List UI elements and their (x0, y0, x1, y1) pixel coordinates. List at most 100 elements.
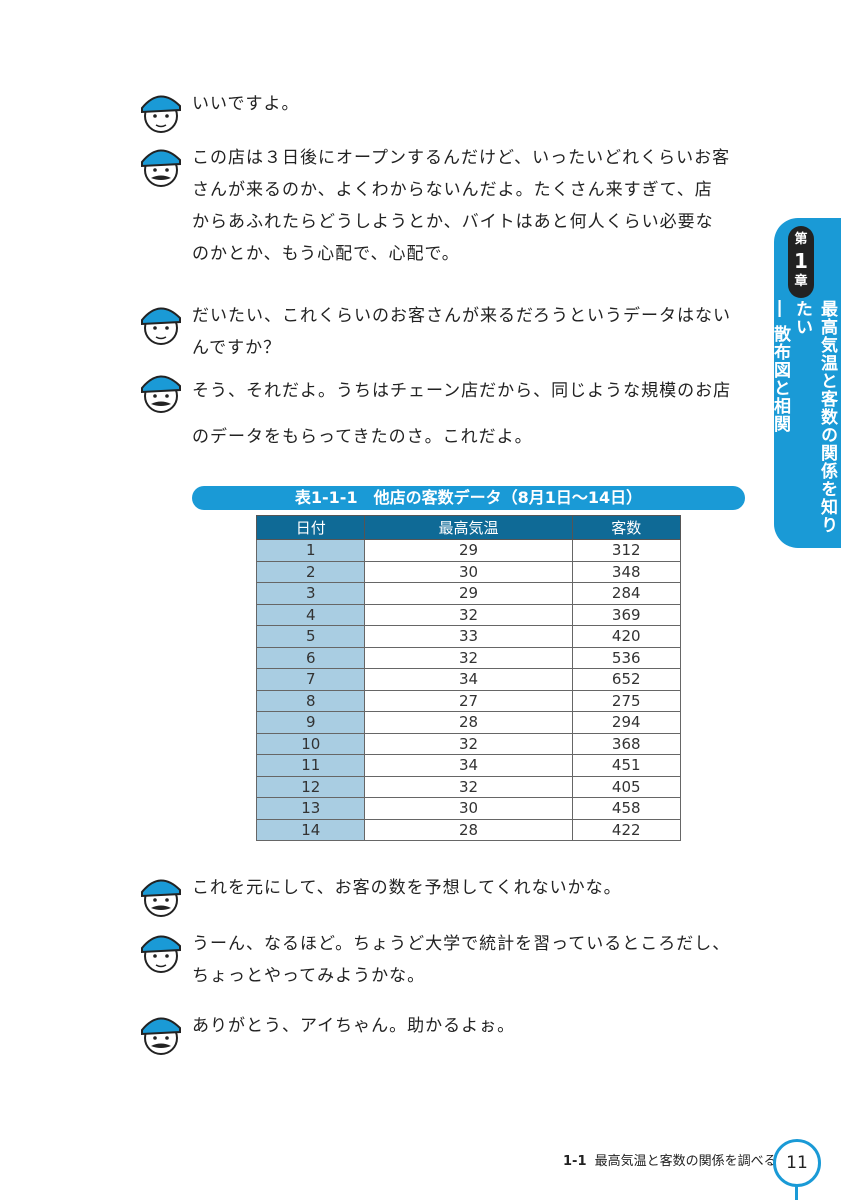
visitors-cell: 294 (571, 711, 681, 734)
date-cell: 5 (255, 625, 366, 648)
header-visitors: 客数 (571, 515, 681, 540)
page-number: 11 (773, 1139, 821, 1187)
ai-chan-avatar-icon (141, 95, 181, 133)
date-cell: 9 (255, 711, 366, 734)
dialogue-text: ありがとう、アイちゃん。助かるよぉ。 (192, 1010, 752, 1042)
date-cell: 13 (255, 797, 366, 820)
table-caption: 表1-1-1 他店の客数データ（8月1日～14日） (192, 486, 745, 510)
max-temp-cell: 28 (364, 818, 573, 841)
table-row: 7 34 652 (255, 668, 681, 691)
max-temp-cell: 27 (364, 689, 573, 712)
max-temp-cell: 30 (364, 797, 573, 820)
dialogue-line: さんが来るのか、よくわからないんだよ。たくさん来すぎて、店 (192, 180, 713, 200)
table-row: 10 32 368 (255, 732, 681, 755)
ai-chan-avatar-icon (141, 307, 181, 345)
visitors-cell: 652 (571, 668, 681, 691)
dialogue-line: んですか？ (192, 338, 282, 358)
table-row: 3 29 284 (255, 582, 681, 605)
dialogue-text: いいですよ。 (192, 88, 752, 120)
visitors-cell: 422 (571, 818, 681, 841)
chapter-tab: 第 1 章 最高気温と客数の関係を知りたい ― 散布図と相関 (770, 218, 841, 548)
max-temp-cell: 34 (364, 668, 573, 691)
visitors-cell: 369 (571, 603, 681, 626)
dialogue-line: ちょっとやってみようかな。 (192, 966, 426, 986)
date-cell: 1 (255, 539, 366, 562)
running-footer: 1-1 最高気温と客数の関係を調べる (563, 1150, 777, 1169)
dialogue-text: うーん、なるほど。ちょうど大学で統計を習っているところだし、 ちょっとやってみよう… (192, 928, 752, 992)
table-row: 2 30 348 (255, 560, 681, 583)
section-title: 最高気温と客数の関係を調べる (594, 1154, 777, 1169)
dialogue-line: いいですよ。 (192, 94, 300, 114)
visitors-cell: 458 (571, 797, 681, 820)
dialogue-line: そう、それだよ。うちはチェーン店だから、同じような規模のお店 (192, 381, 732, 401)
manager-avatar-icon (141, 879, 181, 917)
visitors-cell: 405 (571, 775, 681, 798)
ai-chan-avatar-icon (141, 935, 181, 973)
header-date: 日付 (255, 515, 366, 540)
max-temp-cell: 30 (364, 560, 573, 583)
max-temp-cell: 29 (364, 582, 573, 605)
max-temp-cell: 32 (364, 732, 573, 755)
dialogue-text: そう、それだよ。うちはチェーン店だから、同じような規模のお店 のデータをもらってき… (192, 368, 752, 460)
max-temp-cell: 32 (364, 646, 573, 669)
date-cell: 8 (255, 689, 366, 712)
table-row: 4 32 369 (255, 603, 681, 626)
max-temp-cell: 33 (364, 625, 573, 648)
visitors-cell: 536 (571, 646, 681, 669)
date-cell: 7 (255, 668, 366, 691)
table-row: 14 28 422 (255, 818, 681, 841)
dialogue-line: だいたい、これくらいのお客さんが来るだろうというデータはない (192, 306, 731, 326)
visitor-data-table: 日付 最高気温 客数 1 29 312 2 30 348 3 29 284 4 32 369 5 33 42… (255, 515, 681, 841)
max-temp-cell: 28 (364, 711, 573, 734)
dialogue-line: これを元にして、お客の数を予想してくれないかな。 (192, 878, 622, 898)
manager-avatar-icon (141, 149, 181, 187)
date-cell: 4 (255, 603, 366, 626)
dialogue-line: うーん、なるほど。ちょうど大学で統計を習っているところだし、 (192, 934, 731, 954)
visitors-cell: 284 (571, 582, 681, 605)
table-row: 13 30 458 (255, 797, 681, 820)
page-number-line (795, 1186, 798, 1200)
max-temp-cell: 32 (364, 603, 573, 626)
dialogue-line: からあふれたらどうしようとか、バイトはあと何人くらい必要な (192, 212, 714, 232)
chapter-number: 1 (794, 249, 808, 273)
table-row: 12 32 405 (255, 775, 681, 798)
chapter-dai: 第 (794, 232, 808, 247)
table-row: 6 32 536 (255, 646, 681, 669)
manager-avatar-icon (141, 375, 181, 413)
date-cell: 2 (255, 560, 366, 583)
table-row: 1 29 312 (255, 539, 681, 562)
chapter-sho: 章 (794, 274, 808, 289)
visitors-cell: 420 (571, 625, 681, 648)
section-number: 1-1 (563, 1154, 587, 1169)
visitors-cell: 348 (571, 560, 681, 583)
date-cell: 12 (255, 775, 366, 798)
table-row: 5 33 420 (255, 625, 681, 648)
visitors-cell: 368 (571, 732, 681, 755)
table-row: 11 34 451 (255, 754, 681, 777)
date-cell: 11 (255, 754, 366, 777)
date-cell: 14 (255, 818, 366, 841)
max-temp-cell: 34 (364, 754, 573, 777)
table-row: 9 28 294 (255, 711, 681, 734)
dialogue-line: この店は３日後にオープンするんだけど、いったいどれくらいお客 (192, 148, 731, 168)
chapter-title: 最高気温と客数の関係を知りたい (792, 300, 837, 534)
date-cell: 3 (255, 582, 366, 605)
visitors-cell: 312 (571, 539, 681, 562)
max-temp-cell: 32 (364, 775, 573, 798)
dialogue-text: だいたい、これくらいのお客さんが来るだろうというデータはない んですか？ (192, 300, 752, 364)
table-row: 8 27 275 (255, 689, 681, 712)
visitors-cell: 275 (571, 689, 681, 712)
chapter-badge: 第 1 章 (788, 226, 814, 298)
dialogue-text: これを元にして、お客の数を予想してくれないかな。 (192, 872, 752, 904)
manager-avatar-icon (141, 1017, 181, 1055)
dialogue-line: のかとか、もう心配で、心配で。 (192, 244, 460, 264)
header-max-temp: 最高気温 (364, 515, 573, 540)
dialogue-line: ありがとう、アイちゃん。助かるよぉ。 (192, 1016, 516, 1036)
date-cell: 10 (255, 732, 366, 755)
dialogue-text: この店は３日後にオープンするんだけど、いったいどれくらいお客 さんが来るのか、よく… (192, 142, 752, 270)
date-cell: 6 (255, 646, 366, 669)
dialogue-line: のデータをもらってきたのさ。これだよ。 (192, 427, 533, 447)
chapter-subtitle: ― 散布図と相関 (770, 300, 790, 433)
max-temp-cell: 29 (364, 539, 573, 562)
